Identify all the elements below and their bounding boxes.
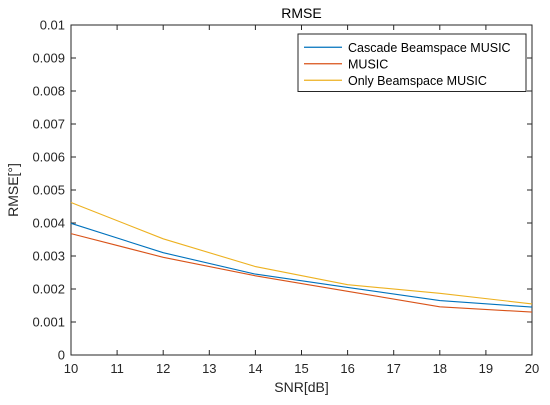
legend-entry: Only Beamspace MUSIC (348, 74, 487, 88)
y-tick-label: 0.001 (32, 315, 65, 330)
y-axis-ticks: 0 0.001 0.002 0.003 0.004 0.005 0.006 0.007 0.00… (32, 18, 532, 363)
y-tick-label: 0 (58, 348, 65, 363)
series-line-1 (70, 222, 533, 308)
x-tick-label: 18 (433, 361, 447, 376)
legend-entry: Cascade Beamspace MUSIC (348, 41, 511, 55)
legend: Cascade Beamspace MUSIC MUSIC Only Beamspa… (297, 33, 527, 92)
y-tick-label: 0.008 (32, 84, 65, 99)
x-tick-label: 19 (479, 361, 493, 376)
x-tick-label: 12 (156, 361, 170, 376)
series-lines (70, 201, 533, 313)
y-tick-label: 0.009 (32, 51, 65, 66)
y-tick-label: 0.002 (32, 282, 65, 297)
series-line-3 (70, 201, 533, 305)
series-line-2 (70, 233, 533, 313)
x-axis-label: SNR[dB] (274, 379, 328, 395)
y-tick-label: 0.006 (32, 150, 65, 165)
x-tick-label: 11 (110, 361, 124, 376)
x-tick-label: 20 (525, 361, 539, 376)
x-tick-label: 13 (202, 361, 216, 376)
x-tick-label: 17 (386, 361, 400, 376)
y-tick-label: 0.003 (32, 249, 65, 264)
y-tick-label: 0.01 (40, 18, 65, 33)
legend-box (297, 33, 527, 92)
y-tick-label: 0.005 (32, 183, 65, 198)
chart-title: RMSE (281, 5, 321, 21)
y-axis-label: RMSE[°] (5, 163, 21, 217)
y-tick-label: 0.007 (32, 117, 65, 132)
x-tick-label: 14 (248, 361, 262, 376)
legend-entry: MUSIC (348, 57, 388, 71)
y-tick-label: 0.004 (32, 216, 65, 231)
x-tick-label: 15 (294, 361, 308, 376)
x-axis-ticks: 10 11 12 13 14 15 16 17 18 19 20 (64, 25, 539, 376)
x-tick-label: 16 (340, 361, 354, 376)
x-tick-label: 10 (64, 361, 78, 376)
